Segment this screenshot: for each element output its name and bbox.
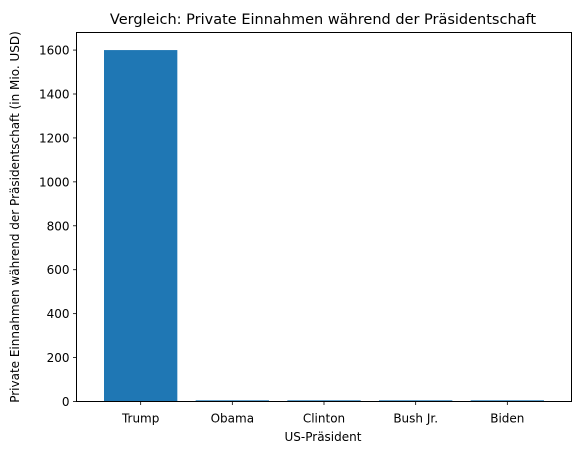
y-tick-label: 600 [47,263,70,277]
x-axis-label: US-Präsident [285,430,362,444]
y-tick-label: 1400 [39,88,70,102]
y-tick-label: 0 [62,395,70,409]
chart-title: Vergleich: Private Einnahmen während der… [110,12,536,28]
y-tick-label: 200 [47,351,70,365]
y-tick-label: 1200 [39,131,70,145]
plot-area: Trump Obama Clinton Bush Jr. Biden 0 200 400 60… [39,33,572,426]
x-axis-ticks: Trump Obama Clinton Bush Jr. Biden [121,402,524,426]
bars [104,50,544,401]
bar-trump [104,50,177,401]
x-tick-label: Obama [211,412,254,426]
x-tick-label: Bush Jr. [393,412,438,426]
x-tick-label: Biden [490,412,524,426]
y-axis-ticks: 0 200 400 600 800 1000 1200 1400 1600 [39,44,77,409]
y-axis-label: Private Einnahmen während der Präsidents… [8,31,22,403]
x-tick-label: Trump [121,412,159,426]
y-tick-label: 1000 [39,175,70,189]
x-tick-label: Clinton [303,412,345,426]
y-tick-label: 1600 [39,44,70,58]
y-tick-label: 400 [47,307,70,321]
y-tick-label: 800 [47,219,70,233]
